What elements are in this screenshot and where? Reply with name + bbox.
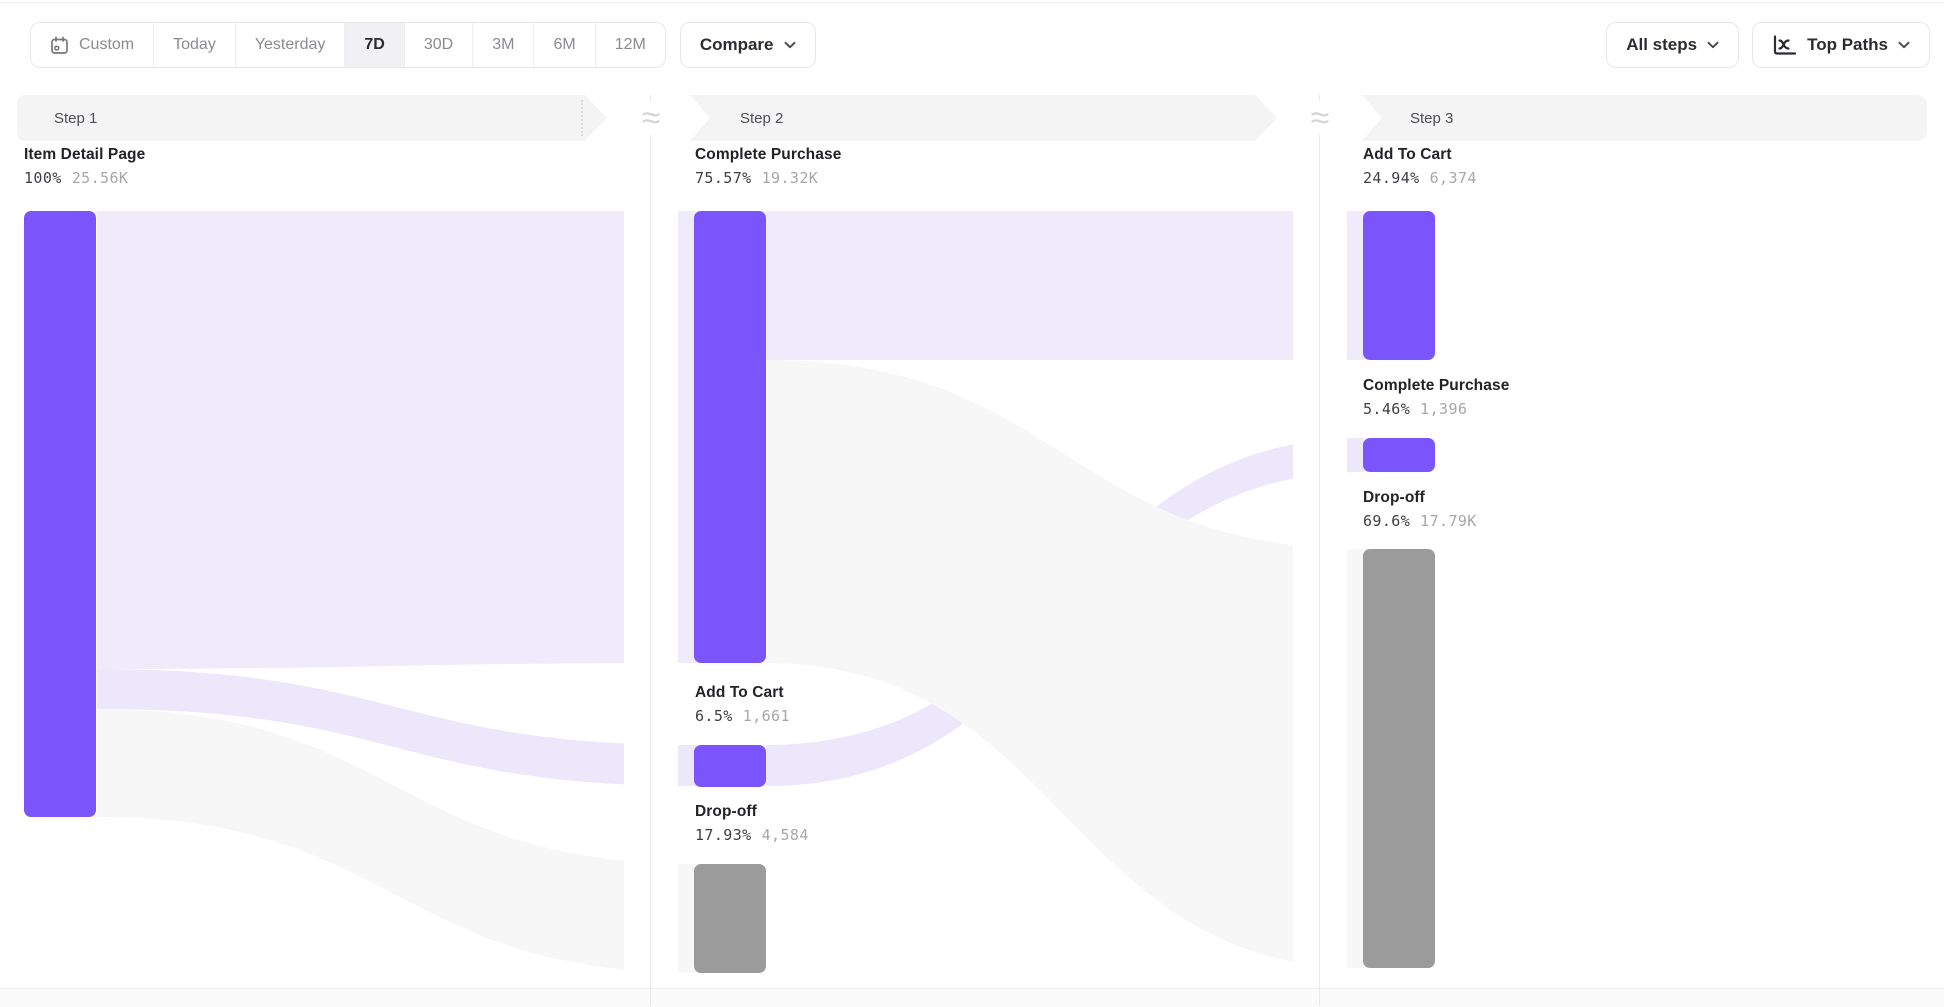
funnel-bar-add-to-cart[interactable]: [694, 745, 766, 787]
node-stats: 100% 25.56K: [24, 169, 145, 187]
node-percent: 75.57%: [695, 169, 752, 187]
node-label: Add To Cart 24.94% 6,374: [1363, 146, 1477, 187]
node-stats: 5.46% 1,396: [1363, 400, 1509, 418]
paths-icon: [1772, 34, 1797, 56]
node-percent: 69.6%: [1363, 512, 1411, 530]
node-stats: 6.5% 1,661: [695, 707, 790, 725]
funnel-bar-dropoff[interactable]: [1363, 549, 1435, 968]
node-label: Complete Purchase 5.46% 1,396: [1363, 377, 1509, 418]
node-name[interactable]: Add To Cart: [1363, 146, 1452, 163]
date-preset-30d[interactable]: 30D: [403, 23, 472, 67]
chevron-down-icon: [1707, 41, 1719, 49]
node-stats: 75.57% 19.32K: [695, 169, 841, 187]
node-stats: 17.93% 4,584: [695, 826, 809, 844]
step-gap-mask: [1293, 141, 1347, 988]
node-label: Drop-off 17.93% 4,584: [695, 803, 809, 844]
node-percent: 100%: [24, 169, 62, 187]
page-top-border: [0, 2, 1944, 3]
node-count: 17.79K: [1420, 512, 1477, 530]
step-resize-handle[interactable]: [581, 100, 583, 136]
flow-complete-purchase-to-dropoff[interactable]: [766, 360, 1364, 968]
date-preset-6m[interactable]: 6M: [533, 23, 594, 67]
collapsed-steps-icon[interactable]: ≈: [633, 101, 669, 135]
date-preset-today[interactable]: Today: [153, 23, 235, 67]
calendar-icon: [50, 36, 69, 55]
node-percent: 17.93%: [695, 826, 752, 844]
node-name[interactable]: Drop-off: [695, 803, 757, 820]
date-preset-label: Custom: [79, 36, 135, 53]
node-percent: 24.94%: [1363, 169, 1420, 187]
node-label: Drop-off 69.6% 17.79K: [1363, 489, 1477, 530]
node-label: Item Detail Page 100% 25.56K: [24, 146, 145, 187]
collapsed-steps-icon[interactable]: ≈: [1302, 101, 1338, 135]
step-3-header[interactable]: Step 3: [1362, 95, 1927, 141]
step-gap-mask: [624, 141, 678, 988]
node-stats: 24.94% 6,374: [1363, 169, 1477, 187]
node-count: 4,584: [761, 826, 809, 844]
all-steps-dropdown[interactable]: All steps: [1606, 22, 1740, 68]
node-label: Complete Purchase 75.57% 19.32K: [695, 146, 841, 187]
funnel-bar-dropoff[interactable]: [694, 864, 766, 973]
step-2-header[interactable]: Step 2: [690, 95, 1277, 141]
node-count: 6,374: [1429, 169, 1477, 187]
date-range-picker: Custom Today Yesterday 7D 30D 3M 6M 12M: [30, 22, 666, 68]
flow-item-detail-to-dropoff[interactable]: [97, 709, 696, 973]
node-percent: 5.46%: [1363, 400, 1411, 418]
step-1-header[interactable]: Step 1: [17, 95, 607, 141]
step-divider-line: [650, 95, 651, 1006]
node-count: 1,661: [742, 707, 790, 725]
funnel-bar-add-to-cart[interactable]: [1363, 211, 1435, 360]
funnel-bar-complete-purchase[interactable]: [694, 211, 766, 663]
node-stats: 69.6% 17.79K: [1363, 512, 1477, 530]
flow-complete-purchase-to-add-to-cart[interactable]: [766, 211, 1364, 360]
node-name[interactable]: Add To Cart: [695, 684, 784, 701]
node-name[interactable]: Drop-off: [1363, 489, 1425, 506]
node-name[interactable]: Item Detail Page: [24, 146, 146, 163]
node-name[interactable]: Complete Purchase: [1363, 377, 1510, 394]
node-name[interactable]: Complete Purchase: [695, 146, 842, 163]
node-count: 25.56K: [71, 169, 129, 187]
funnel-bar-complete-purchase[interactable]: [1363, 438, 1435, 472]
chevron-down-icon: [1898, 41, 1910, 49]
step-divider-line: [1319, 95, 1320, 1006]
toolbar: Custom Today Yesterday 7D 30D 3M 6M 12M …: [30, 22, 1930, 68]
date-preset-3m[interactable]: 3M: [472, 23, 533, 67]
date-preset-yesterday[interactable]: Yesterday: [234, 23, 345, 67]
flow-item-detail-to-add-to-cart[interactable]: [97, 669, 696, 786]
node-label: Add To Cart 6.5% 1,661: [695, 684, 790, 725]
toolbar-right-group: All steps Top Paths: [1606, 22, 1930, 68]
date-preset-7d[interactable]: 7D: [344, 23, 404, 67]
chart-bottom-edge: [0, 988, 1944, 1007]
funnel-bar-item-detail-page[interactable]: [24, 211, 96, 817]
date-preset-12m[interactable]: 12M: [594, 23, 665, 67]
flow-item-detail-to-complete-purchase[interactable]: [97, 211, 696, 669]
node-count: 1,396: [1420, 400, 1468, 418]
compare-button[interactable]: Compare: [679, 22, 816, 68]
node-percent: 6.5%: [695, 707, 733, 725]
node-count: 19.32K: [761, 169, 819, 187]
chevron-down-icon: [784, 41, 796, 49]
view-mode-dropdown[interactable]: Top Paths: [1752, 22, 1930, 68]
date-preset-custom[interactable]: Custom: [31, 23, 153, 67]
